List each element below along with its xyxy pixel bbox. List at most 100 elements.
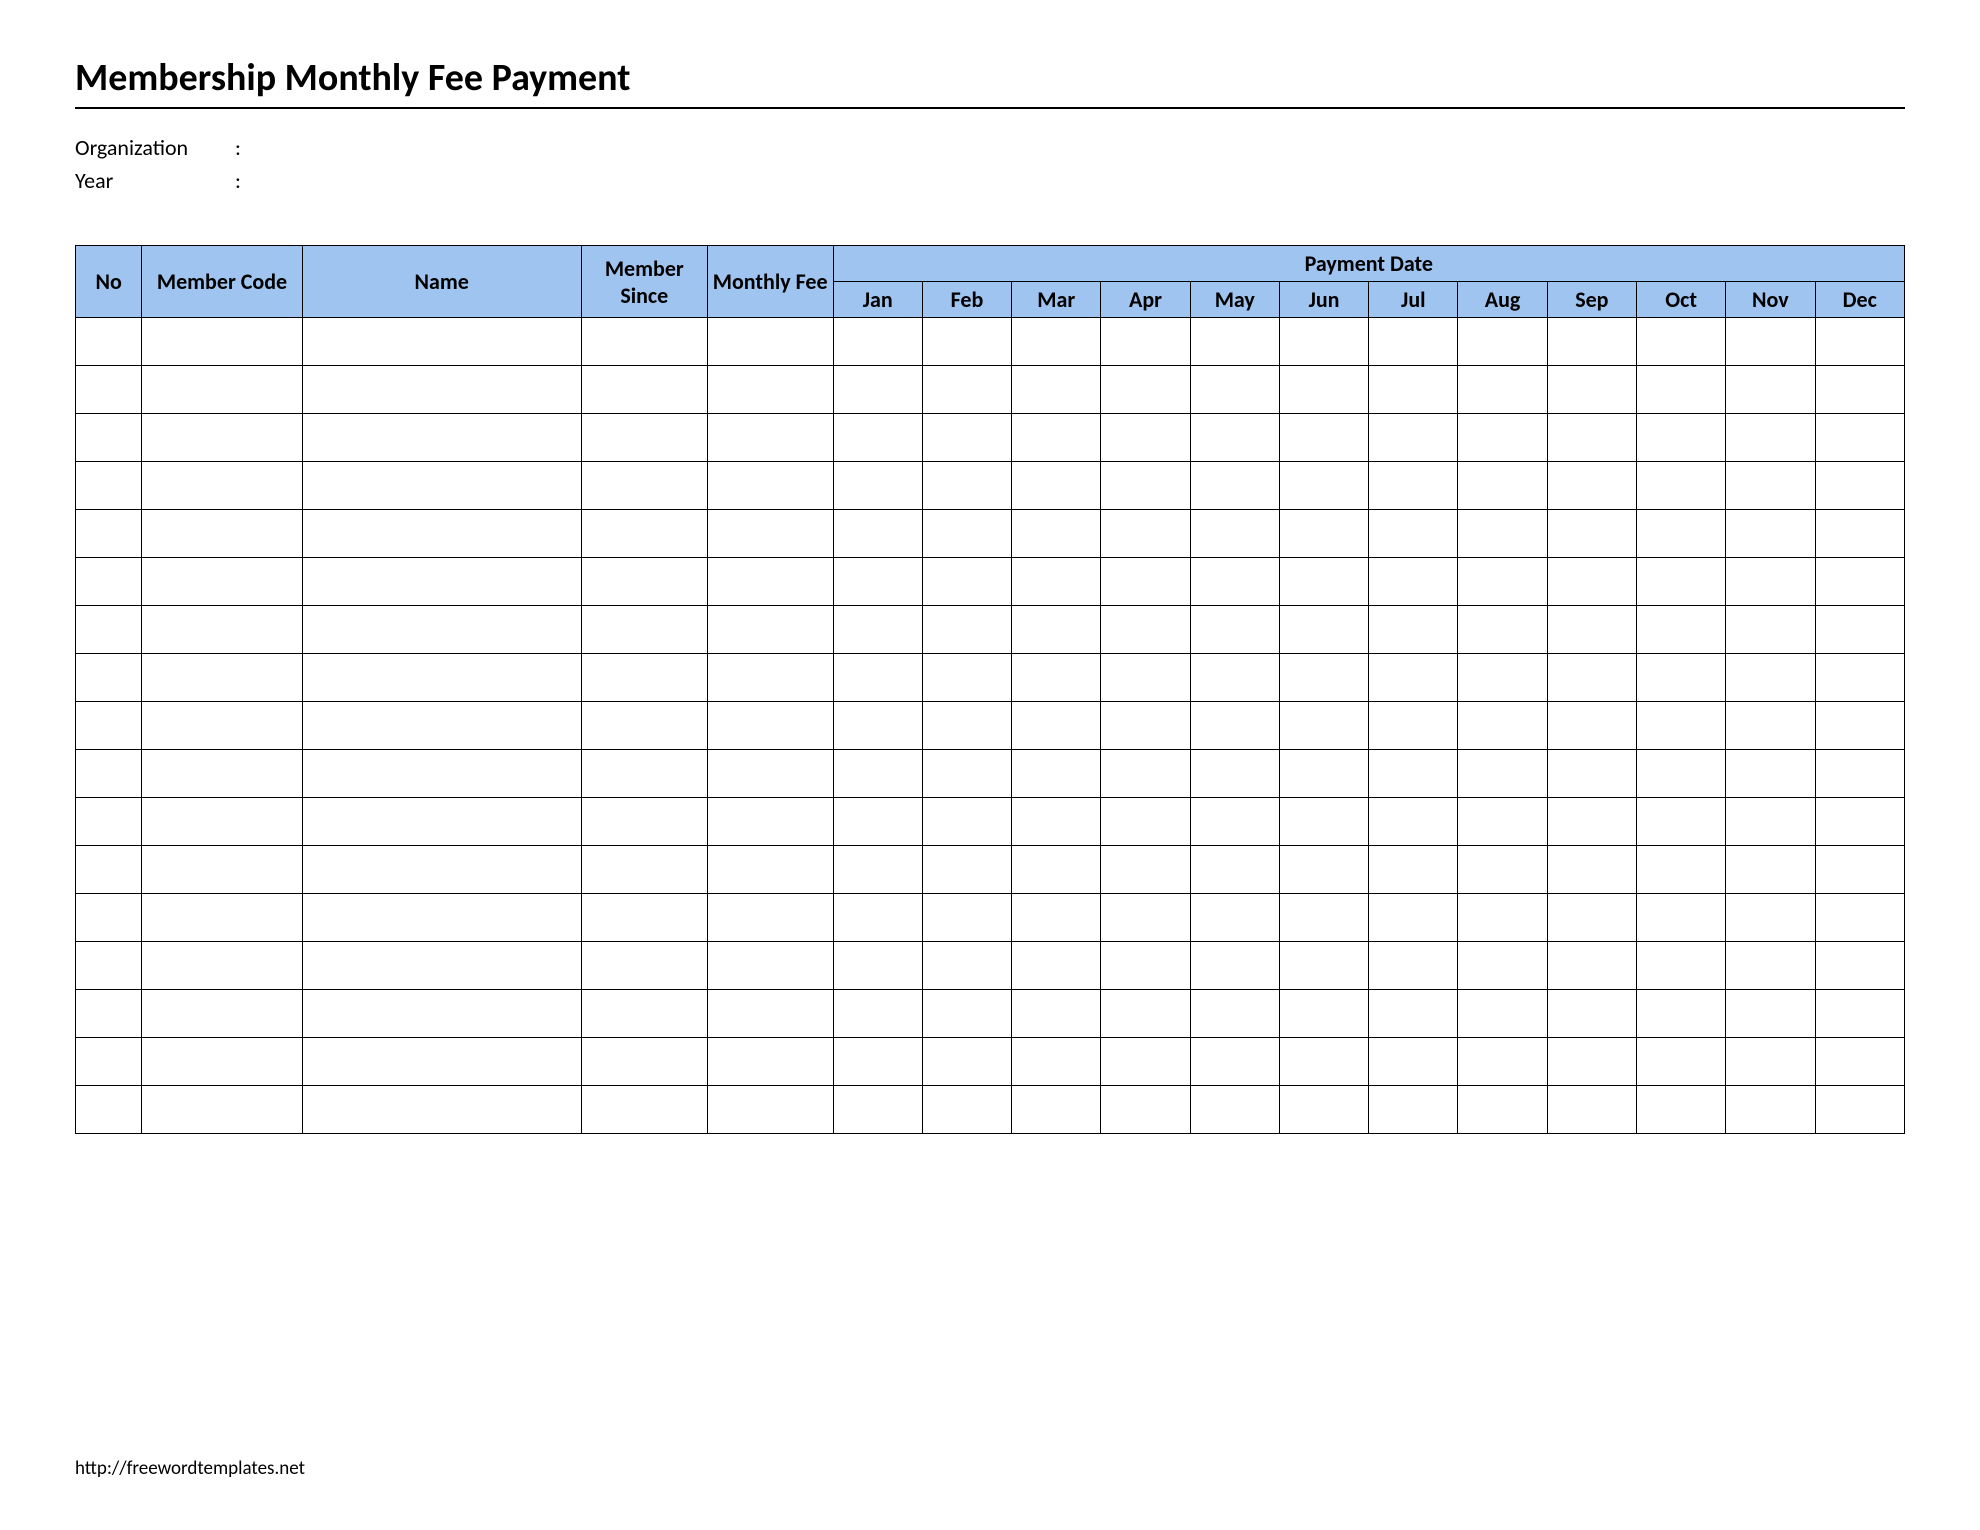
table-cell[interactable] [1726,1038,1815,1086]
table-cell[interactable] [1190,750,1279,798]
table-cell[interactable] [707,942,833,990]
table-cell[interactable] [76,558,142,606]
table-cell[interactable] [1636,510,1725,558]
table-cell[interactable] [707,558,833,606]
table-cell[interactable] [1101,318,1190,366]
table-cell[interactable] [1190,1086,1279,1134]
table-cell[interactable] [1279,654,1368,702]
table-cell[interactable] [1636,318,1725,366]
table-cell[interactable] [76,606,142,654]
table-cell[interactable] [1547,558,1636,606]
table-cell[interactable] [1101,606,1190,654]
table-cell[interactable] [1101,750,1190,798]
table-cell[interactable] [76,1086,142,1134]
table-cell[interactable] [302,990,581,1038]
table-cell[interactable] [302,606,581,654]
table-cell[interactable] [1636,1086,1725,1134]
table-cell[interactable] [1279,318,1368,366]
table-cell[interactable] [922,846,1011,894]
table-cell[interactable] [1458,798,1547,846]
table-cell[interactable] [581,462,707,510]
table-cell[interactable] [1458,366,1547,414]
table-cell[interactable] [833,510,922,558]
table-cell[interactable] [1012,366,1101,414]
table-cell[interactable] [1458,510,1547,558]
table-cell[interactable] [1101,702,1190,750]
table-cell[interactable] [1279,798,1368,846]
table-cell[interactable] [1012,894,1101,942]
table-cell[interactable] [707,798,833,846]
table-cell[interactable] [1190,654,1279,702]
table-cell[interactable] [1369,606,1458,654]
table-cell[interactable] [1726,510,1815,558]
table-cell[interactable] [1458,414,1547,462]
table-cell[interactable] [1101,654,1190,702]
table-cell[interactable] [707,606,833,654]
table-cell[interactable] [1369,942,1458,990]
table-cell[interactable] [581,606,707,654]
table-cell[interactable] [1547,1038,1636,1086]
table-cell[interactable] [1636,702,1725,750]
table-cell[interactable] [142,750,302,798]
table-cell[interactable] [1815,990,1905,1038]
table-cell[interactable] [707,1038,833,1086]
table-cell[interactable] [142,462,302,510]
table-cell[interactable] [1636,654,1725,702]
table-cell[interactable] [1012,318,1101,366]
table-cell[interactable] [1101,942,1190,990]
table-cell[interactable] [1458,894,1547,942]
table-cell[interactable] [1101,1038,1190,1086]
table-cell[interactable] [1279,414,1368,462]
table-cell[interactable] [1547,798,1636,846]
table-cell[interactable] [922,318,1011,366]
table-cell[interactable] [707,750,833,798]
table-cell[interactable] [581,750,707,798]
table-cell[interactable] [302,1086,581,1134]
table-cell[interactable] [1101,366,1190,414]
table-cell[interactable] [581,990,707,1038]
table-cell[interactable] [1012,414,1101,462]
table-cell[interactable] [1726,750,1815,798]
table-cell[interactable] [1190,942,1279,990]
table-cell[interactable] [142,558,302,606]
table-cell[interactable] [142,606,302,654]
table-cell[interactable] [1547,366,1636,414]
table-cell[interactable] [1458,702,1547,750]
table-cell[interactable] [1369,510,1458,558]
table-cell[interactable] [1369,1086,1458,1134]
table-cell[interactable] [1458,990,1547,1038]
table-cell[interactable] [1190,414,1279,462]
table-cell[interactable] [1636,606,1725,654]
table-cell[interactable] [707,846,833,894]
table-cell[interactable] [1726,798,1815,846]
table-cell[interactable] [1547,894,1636,942]
table-cell[interactable] [1547,414,1636,462]
table-cell[interactable] [833,318,922,366]
table-cell[interactable] [76,846,142,894]
table-cell[interactable] [302,366,581,414]
table-cell[interactable] [1547,654,1636,702]
table-cell[interactable] [1101,846,1190,894]
table-cell[interactable] [1012,846,1101,894]
table-cell[interactable] [142,414,302,462]
table-cell[interactable] [1726,318,1815,366]
table-cell[interactable] [833,894,922,942]
table-cell[interactable] [1636,366,1725,414]
table-cell[interactable] [142,798,302,846]
table-cell[interactable] [76,990,142,1038]
table-cell[interactable] [581,846,707,894]
table-cell[interactable] [833,654,922,702]
table-cell[interactable] [1458,606,1547,654]
table-cell[interactable] [1279,702,1368,750]
table-cell[interactable] [1369,318,1458,366]
table-cell[interactable] [922,798,1011,846]
table-cell[interactable] [922,366,1011,414]
table-cell[interactable] [833,414,922,462]
table-cell[interactable] [707,1086,833,1134]
table-cell[interactable] [581,318,707,366]
table-cell[interactable] [1101,558,1190,606]
table-cell[interactable] [1815,750,1905,798]
table-cell[interactable] [142,990,302,1038]
table-cell[interactable] [1101,990,1190,1038]
table-cell[interactable] [1190,318,1279,366]
